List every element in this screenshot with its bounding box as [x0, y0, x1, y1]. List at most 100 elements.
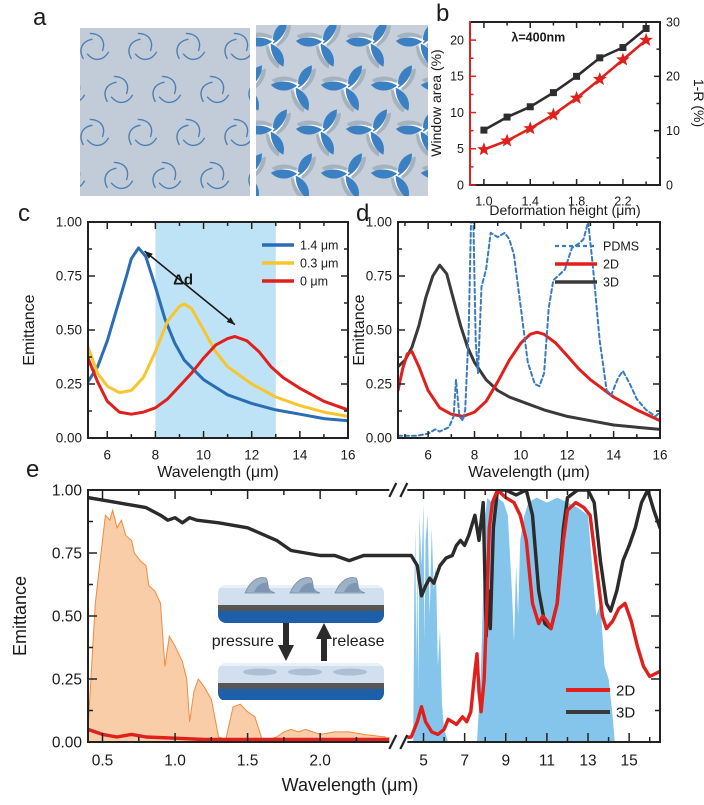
tick-label: 14	[606, 448, 622, 463]
tick-label: 6	[104, 448, 112, 463]
legend: 1.4 μm 0.3 μm 0 μm	[262, 238, 338, 288]
y2-axis-label: 1-R (%)	[691, 79, 704, 127]
annotation-text: λ=400nm	[511, 31, 565, 45]
series-atmospheric-window	[411, 497, 660, 742]
marker-star	[569, 90, 584, 104]
panel-b-chart: 1.0 1.4 1.8 2.2 0 5 10 15 20 0 10 20 30 Deformation h…	[430, 15, 704, 218]
series-pdms	[398, 222, 660, 437]
tick-label: 5	[419, 753, 428, 770]
pinwheel-3d-motif	[395, 25, 428, 69]
annotation: λ=400nm	[511, 31, 565, 45]
tick-label: 0	[457, 178, 464, 192]
tick-label: 13	[579, 753, 596, 770]
tick-label: 0.50	[52, 608, 83, 625]
series-solar-spectrum	[88, 508, 386, 742]
marker-star	[500, 133, 514, 147]
series-0-3-um	[88, 302, 348, 418]
legend-label: 0 μm	[300, 274, 328, 288]
tick-label: 0.50	[56, 323, 82, 338]
panel-c-chart: 6 8 10 12 14 16 0.00 0.25 0.50 0.75 1.00 Wavelength…	[21, 215, 356, 481]
axis-labels: Deformation height (μm) Window area (%) 1-…	[430, 49, 704, 218]
swirl-outline-motif	[80, 118, 110, 147]
tick-label: 8	[152, 448, 160, 463]
y-axis-label: Emittance	[10, 576, 30, 656]
tick-label: 0.50	[366, 323, 392, 338]
marker-square	[596, 54, 604, 62]
axis-ticks: 6 8 10 12 14 16 0.00 0.25 0.50 0.75 1.00	[56, 215, 356, 463]
series-group	[88, 246, 348, 423]
legend-label: 2D	[616, 682, 635, 699]
tick-label: 0.75	[366, 269, 392, 284]
tick-label: 15	[450, 70, 464, 84]
panel-a-flat-pattern-image	[80, 28, 250, 196]
tick-label: 14	[292, 448, 308, 463]
pinwheel-3d-motif	[395, 109, 428, 157]
tick-label: 8	[471, 448, 479, 463]
legend-label: 0.3 μm	[300, 256, 338, 270]
tick-label: 0	[666, 178, 673, 192]
swirl-outline-motif	[128, 32, 158, 61]
tick-label: 10	[450, 106, 464, 120]
swirl-outline-motif	[80, 161, 86, 190]
pinwheel-3d-motif	[256, 153, 266, 196]
pinwheel-3d-motif	[320, 153, 366, 196]
swirl-outline-motif	[104, 161, 134, 190]
axis-break	[388, 482, 409, 750]
annotation-text: Δd	[173, 272, 193, 289]
popped-pinwheel	[244, 577, 276, 594]
panel-a-3d-pattern-image	[256, 25, 428, 196]
marker-square	[480, 126, 488, 134]
y-axis-label: Emittance	[21, 294, 38, 365]
swirl-outline-motif	[104, 75, 134, 104]
marker-star	[639, 32, 653, 46]
axis-labels: Wavelength (μm) Emittance	[21, 294, 279, 481]
swirl-outline-motif	[176, 32, 206, 61]
swirl-outline-motif	[200, 75, 230, 104]
panel-e-chart: 0.5 1.0 1.5 2.0 5 7 9 11 13 15 0.00 0.25 0.50 0.75 1.0…	[10, 482, 661, 795]
panel-label-e: e	[26, 456, 40, 483]
tick-label: 5	[457, 142, 464, 156]
tick-label: 6	[424, 448, 432, 463]
tick-label: 1.0	[475, 195, 492, 209]
panel-label-c: c	[18, 200, 30, 227]
pinwheel-3d-motif	[370, 153, 416, 196]
swirl-outline-motif	[128, 118, 158, 147]
marker-square	[619, 44, 627, 52]
tick-label: 10	[666, 124, 680, 138]
tick-label: 0.00	[52, 734, 83, 751]
tick-label: 12	[244, 448, 259, 463]
pinwheel-3d-motif	[345, 25, 391, 69]
series-1-r	[482, 27, 648, 132]
axis-ticks: 0.5 1.0 1.5 2.0 5 7 9 11 13 15 0.00 0.25 0.50 0.75 1.0…	[52, 482, 660, 770]
arrow-head	[144, 251, 153, 259]
annotation: Δd	[144, 250, 236, 326]
pressure-release-arrows	[278, 623, 332, 661]
pinwheel-3d-motif	[345, 109, 391, 157]
tick-label: 1.8	[568, 195, 585, 209]
axis-ticks: 6 8 10 12 14 16 0.00 0.25 0.50 0.75 1.00	[366, 215, 668, 463]
tick-label: 1.00	[52, 482, 83, 499]
marker-star	[477, 142, 491, 156]
legend-label: 3D	[603, 275, 619, 289]
swirl-outline-motif	[224, 32, 250, 61]
swirl-outline-motif	[200, 161, 230, 190]
release-up-arrow-icon	[316, 623, 332, 639]
marker-square	[526, 103, 534, 111]
series-3d	[398, 263, 660, 431]
slab-flat-state	[218, 663, 384, 700]
plot-frame	[469, 21, 661, 186]
tick-label: 10	[513, 448, 528, 463]
series-0-um	[88, 335, 348, 416]
tick-label: 12	[560, 448, 575, 463]
tick-label: 0.5	[92, 753, 114, 770]
pinwheel-3d-motif	[295, 25, 341, 69]
y-axis-label: Window area (%)	[430, 49, 444, 156]
pinwheel-3d-motif	[295, 109, 341, 157]
marker-square	[642, 25, 650, 33]
x-axis-label: Wavelength (μm)	[282, 775, 419, 795]
x-axis-label: Wavelength (μm)	[157, 464, 279, 481]
panel-e-inset: pressure release	[190, 575, 420, 700]
inset-release-label: release	[332, 633, 385, 650]
